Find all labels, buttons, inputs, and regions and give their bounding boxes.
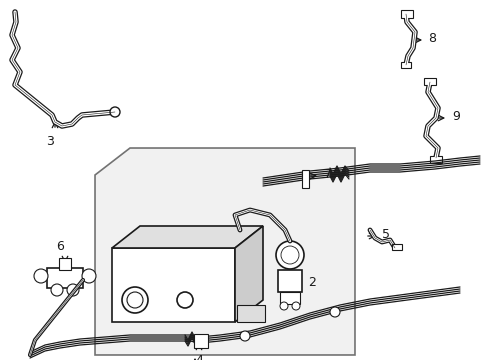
- Bar: [400, 10, 412, 18]
- Circle shape: [291, 302, 299, 310]
- Bar: [47, 268, 83, 288]
- Polygon shape: [237, 305, 264, 322]
- Polygon shape: [112, 226, 263, 248]
- Polygon shape: [235, 226, 263, 322]
- Text: 4: 4: [195, 354, 203, 360]
- Polygon shape: [112, 248, 235, 322]
- Text: 3: 3: [46, 135, 54, 148]
- Circle shape: [177, 292, 193, 308]
- Circle shape: [280, 302, 287, 310]
- Bar: [278, 270, 302, 292]
- Bar: [391, 244, 401, 250]
- Polygon shape: [95, 148, 354, 355]
- Circle shape: [67, 284, 79, 296]
- Bar: [59, 258, 71, 270]
- Bar: [423, 78, 435, 85]
- Circle shape: [34, 269, 48, 283]
- Circle shape: [82, 269, 96, 283]
- Text: 2: 2: [307, 276, 315, 289]
- Circle shape: [127, 292, 142, 308]
- Circle shape: [275, 241, 304, 269]
- Bar: [302, 170, 308, 188]
- Text: 5: 5: [381, 228, 389, 240]
- Circle shape: [329, 307, 339, 317]
- Bar: [400, 62, 410, 68]
- Text: 7: 7: [324, 167, 331, 180]
- Circle shape: [122, 287, 148, 313]
- Text: 6: 6: [56, 240, 64, 253]
- Circle shape: [240, 331, 249, 341]
- Bar: [280, 292, 299, 304]
- Text: 8: 8: [427, 31, 435, 45]
- Bar: [429, 156, 441, 163]
- Circle shape: [110, 107, 120, 117]
- Text: 9: 9: [451, 109, 459, 122]
- Bar: [194, 334, 207, 348]
- Circle shape: [51, 284, 63, 296]
- Circle shape: [281, 246, 298, 264]
